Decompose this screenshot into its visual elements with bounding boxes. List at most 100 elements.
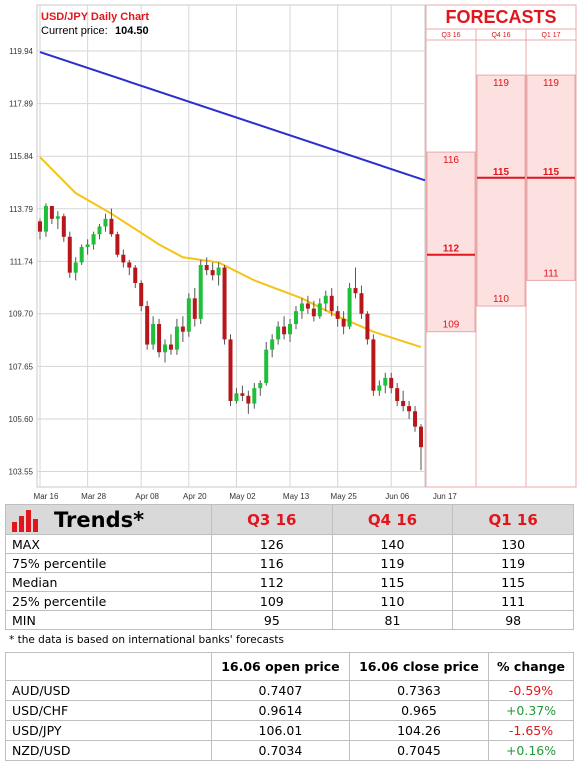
candle-body <box>115 234 120 255</box>
candle-body <box>139 282 144 307</box>
candle-body <box>151 324 156 345</box>
forecast-median-label: 115 <box>543 167 560 178</box>
forecast-p25-label: 110 <box>493 294 509 305</box>
price-row: NZD/USD 0.7034 0.7045 +0.16% <box>5 740 574 761</box>
candle-body <box>293 311 298 325</box>
trends-col-header: Q1 16 <box>452 504 574 535</box>
candle-body <box>109 218 114 235</box>
x-tick-label: May 02 <box>229 492 256 501</box>
candle-body <box>97 226 102 235</box>
candle-body <box>79 247 84 263</box>
y-tick-label: 105.60 <box>9 415 34 424</box>
ma-yellow-line <box>39 156 422 349</box>
candle-body <box>371 339 376 391</box>
candle-body <box>43 205 48 232</box>
candle-body <box>252 388 257 404</box>
trends-cell: 110 <box>331 591 454 611</box>
forecast-p75-label: 116 <box>443 155 459 166</box>
candle-body <box>305 303 310 309</box>
trends-cell: 115 <box>331 572 454 592</box>
prices-table: 16.06 open price 16.06 close price % cha… <box>5 652 574 761</box>
candle-body <box>401 400 406 407</box>
x-tick-label: Jun 17 <box>433 492 458 501</box>
trends-cell: 115 <box>452 572 574 592</box>
candle-body <box>192 298 197 319</box>
candle-body <box>365 313 370 340</box>
trends-cell: 98 <box>452 610 574 630</box>
candle-body <box>311 308 316 317</box>
candle-body <box>276 326 281 340</box>
trends-cell: 130 <box>452 534 574 554</box>
candle-body <box>103 218 108 227</box>
candle-body <box>234 393 239 401</box>
trends-cell: 116 <box>211 553 333 573</box>
y-tick-label: 111.74 <box>10 257 34 266</box>
trends-row: 75% percentile 116 119 119 <box>5 553 574 573</box>
candle-body <box>210 270 215 276</box>
candle-body <box>258 383 263 389</box>
trends-row: Median 112 115 115 <box>5 572 574 592</box>
close-price: 104.26 <box>348 720 490 741</box>
forecast-col-label: Q3 16 <box>441 32 460 39</box>
candle-body <box>174 326 179 350</box>
ma-blue-line <box>39 51 426 182</box>
trends-cell: 111 <box>452 591 574 611</box>
bar-chart-icon <box>12 509 38 532</box>
candle-body <box>163 344 168 353</box>
candle-body <box>377 385 382 391</box>
prices-col-header: 16.06 open price <box>211 652 350 681</box>
forecast-median-label: 112 <box>443 244 460 255</box>
pair-name: AUD/USD <box>5 680 212 701</box>
trends-title-cell: Trends* <box>5 504 212 535</box>
trends-col-header: Q4 16 <box>331 504 454 535</box>
trends-row-label: 25% percentile <box>5 591 212 611</box>
candle-body <box>91 234 96 245</box>
forecast-band <box>426 151 476 333</box>
candle-body <box>419 426 423 448</box>
candle-body <box>204 264 209 271</box>
plot-area <box>36 4 426 488</box>
forecast-col-label: Q1 17 <box>541 32 560 39</box>
y-tick-label: 103.55 <box>9 468 34 477</box>
candle-body <box>121 254 126 263</box>
open-price: 0.9614 <box>211 700 350 721</box>
y-tick-label: 115.84 <box>9 152 33 161</box>
current-price-label: Current price: <box>41 25 108 37</box>
pair-name: USD/JPY <box>5 720 212 741</box>
candle-body <box>407 406 412 412</box>
candle-body <box>127 262 132 268</box>
trends-cell: 119 <box>331 553 454 573</box>
candle-body <box>341 318 346 327</box>
candle-body <box>353 288 358 294</box>
trends-cell: 81 <box>331 610 454 630</box>
close-price: 0.965 <box>348 700 490 721</box>
open-price: 0.7034 <box>211 740 350 761</box>
trends-title: Trends* <box>54 507 145 532</box>
current-price-value: 104.50 <box>115 25 149 37</box>
trends-cell: 126 <box>211 534 333 554</box>
close-price: 0.7045 <box>348 740 490 761</box>
y-tick-label: 109.70 <box>9 310 34 319</box>
forecast-p75-label: 119 <box>493 78 509 89</box>
candle-body <box>389 377 394 389</box>
trends-cell: 95 <box>211 610 333 630</box>
trends-footnote: * the data is based on international ban… <box>9 634 284 646</box>
candle-body <box>299 303 304 312</box>
forecast-col-label: Q4 16 <box>491 32 510 39</box>
prices-corner <box>5 652 212 681</box>
trends-row-label: Median <box>5 572 212 592</box>
candle-body <box>240 393 245 396</box>
candle-body <box>222 267 227 340</box>
trends-cell: 112 <box>211 572 333 592</box>
usdjpy-chart: 119.94 117.89 115.84 113.79 111.74 109.70 107.… <box>9 4 577 501</box>
candle-body <box>61 216 66 237</box>
candle-body <box>335 311 340 319</box>
candle-body <box>67 236 72 273</box>
trends-table: Trends* Q3 16 Q4 16 Q1 16 MAX 126 140 130 75… <box>5 504 574 630</box>
price-row: USD/JPY 106.01 104.26 -1.65% <box>5 720 574 741</box>
trends-cell: 119 <box>452 553 574 573</box>
candle-body <box>347 288 352 327</box>
candle-body <box>383 377 388 386</box>
trends-cell: 140 <box>331 534 454 554</box>
open-price: 0.7407 <box>211 680 350 701</box>
